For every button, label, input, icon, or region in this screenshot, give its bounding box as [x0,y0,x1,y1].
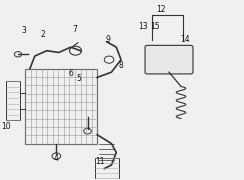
Text: 7: 7 [72,25,77,34]
FancyBboxPatch shape [145,45,193,74]
Text: 11: 11 [95,157,104,166]
Bar [95,158,119,180]
Text: 12: 12 [157,5,166,14]
Text: 14: 14 [181,35,190,44]
Text: 15: 15 [150,22,160,31]
Text: 9: 9 [105,35,110,44]
Text: 10: 10 [1,122,11,131]
Text: 8: 8 [119,61,123,70]
Bar [6,81,20,120]
Text: 3: 3 [21,26,26,35]
Text: 6: 6 [68,69,73,78]
Bar [25,69,97,144]
Text: 2: 2 [41,30,46,39]
Text: 5: 5 [77,74,81,83]
Text: 4: 4 [54,154,59,163]
Text: 13: 13 [138,22,148,31]
